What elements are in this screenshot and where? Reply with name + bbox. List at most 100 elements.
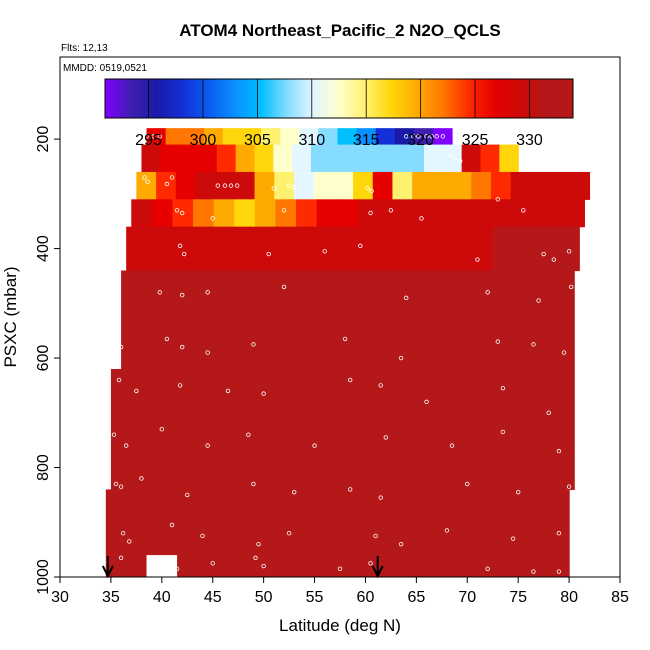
observation-point: [403, 295, 409, 301]
heatmap-cell: [105, 489, 130, 577]
heatmap-cell: [365, 369, 390, 491]
observation-point: [495, 339, 501, 344]
observation-point: [322, 249, 327, 254]
heatmap-cell: [146, 128, 167, 146]
x-tick-label: 40: [153, 589, 171, 606]
y-tick-label: 200: [35, 126, 52, 153]
observation-point: [210, 216, 215, 221]
heatmap-cell: [347, 270, 371, 370]
observation-point: [416, 134, 421, 139]
heatmap-cell: [337, 199, 359, 228]
heatmap-cell: [151, 199, 174, 228]
heatmap-cell: [313, 171, 334, 200]
observation-point: [251, 342, 256, 347]
colorbar: [104, 78, 574, 119]
observation-point: [500, 385, 506, 391]
observation-point: [215, 183, 221, 188]
observation-point: [342, 336, 348, 342]
observation-point: [378, 495, 383, 500]
observation-point: [261, 563, 266, 569]
x-tick-label: 50: [255, 589, 273, 606]
heatmap-cell: [193, 199, 215, 228]
colorbar-tick-label: 305: [244, 132, 271, 149]
heatmap-cell: [378, 199, 400, 228]
heatmap-cell: [296, 369, 320, 491]
heatmap-cell: [392, 270, 417, 370]
observation-point: [251, 481, 256, 487]
heatmap-cell: [419, 199, 441, 228]
heatmap-cell: [147, 226, 170, 272]
heatmap-cell: [499, 489, 524, 577]
colorbar-tick-label: 320: [407, 132, 434, 149]
heatmap-cell: [197, 144, 218, 173]
observation-point: [139, 476, 144, 481]
heatmap-cell: [273, 369, 297, 491]
observation-point: [225, 388, 231, 394]
observation-point: [457, 158, 463, 164]
colorbar-segment: [443, 79, 470, 118]
observation-point: [118, 555, 124, 561]
arrow-marker-head: [101, 565, 114, 579]
observation-point: [485, 290, 490, 295]
heatmap-cell: [198, 489, 223, 577]
observation-point: [116, 377, 122, 383]
heatmap-cell: [215, 171, 236, 200]
observation-point: [164, 181, 170, 187]
heatmap-cell: [274, 171, 295, 200]
observation-point: [337, 566, 343, 571]
heatmap-cell: [476, 489, 501, 577]
colorbar-tick-label: 325: [462, 132, 489, 149]
heatmap-cell: [406, 226, 429, 272]
observation-point: [383, 435, 389, 440]
heatmap-cell: [131, 199, 153, 228]
heatmap-cell: [510, 171, 531, 200]
heatmap-cell: [471, 226, 494, 272]
heatmap-cell: [460, 199, 482, 228]
observation-point: [347, 377, 353, 383]
observation-point: [205, 350, 210, 355]
heatmap-cell: [110, 369, 135, 491]
heatmap-cell: [257, 270, 281, 370]
heatmap-cell: [234, 270, 258, 370]
blank-cell: [146, 555, 178, 577]
heatmap-cell: [415, 270, 439, 370]
observation-point: [261, 391, 266, 396]
colorbar-tick-label: 295: [135, 132, 162, 149]
heatmap-cell: [536, 226, 559, 272]
colorbar-tick-label: 315: [353, 132, 380, 149]
heatmap-cell: [353, 171, 374, 200]
heatmap-cell: [255, 226, 278, 272]
colorbar-segment: [521, 79, 548, 118]
heatmap-cell: [360, 489, 385, 577]
heatmap-cell: [175, 489, 200, 577]
observation-point: [291, 489, 297, 495]
observation-point: [378, 383, 383, 388]
heatmap-cell: [499, 144, 519, 173]
observation-points: [110, 134, 574, 574]
heatmap-cell: [299, 128, 319, 146]
heatmap-cell: [428, 226, 451, 272]
heatmap-cell: [302, 270, 326, 370]
observation-point: [205, 290, 210, 295]
heatmap-cell: [277, 226, 300, 272]
heatmap-cell: [471, 171, 492, 200]
observation-point: [266, 251, 271, 257]
colorbar-segment: [131, 79, 158, 118]
observation-point: [368, 561, 373, 566]
observation-point: [159, 427, 165, 432]
heatmap-cell: [388, 369, 413, 491]
observation-point: [449, 443, 455, 448]
heatmap-cell: [551, 369, 575, 491]
colorbar-segment: [495, 79, 522, 118]
observation-point: [358, 243, 363, 249]
heatmap-cell: [121, 270, 145, 370]
observation-point: [398, 541, 404, 547]
observation-point: [111, 432, 117, 437]
heatmap-cell: [367, 144, 387, 173]
heatmap-cell: [430, 489, 454, 577]
observation-point: [531, 569, 536, 574]
heatmap-cell: [501, 199, 524, 228]
colorbar-segment: [469, 79, 496, 118]
heatmap-cell: [412, 171, 433, 200]
